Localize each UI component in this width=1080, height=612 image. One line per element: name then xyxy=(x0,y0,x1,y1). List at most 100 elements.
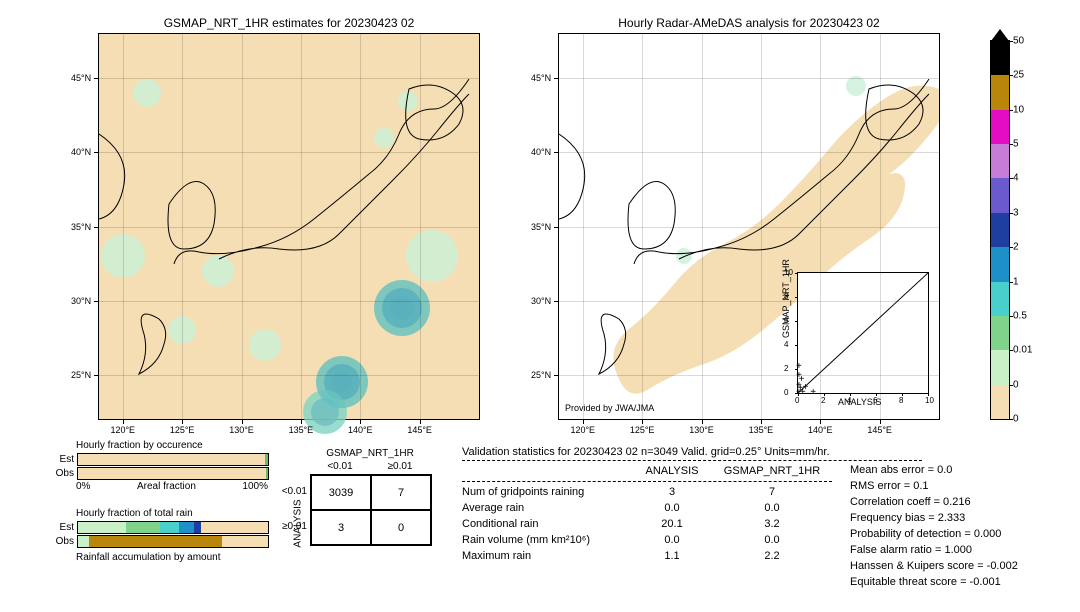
matrix-title: GSMAP_NRT_1HR xyxy=(310,448,430,459)
hbar-row-label: Obs xyxy=(48,468,77,479)
validation-val-gsmap: 0.0 xyxy=(712,502,832,514)
y-tick-label: 35°N xyxy=(531,222,551,232)
tick xyxy=(94,78,99,79)
validation-col2: GSMAP_NRT_1HR xyxy=(712,465,832,477)
colorbar-segment xyxy=(991,110,1009,144)
tick xyxy=(360,419,361,424)
scatter-xtick: 6 xyxy=(873,396,877,405)
hbar-accum-title: Rainfall accumulation by amount xyxy=(76,552,269,563)
validation-val-analysis: 3 xyxy=(632,486,712,498)
tick xyxy=(820,419,821,424)
stat-line: RMS error = 0.1 xyxy=(850,480,1070,492)
validation-val-analysis: 0.0 xyxy=(632,534,712,546)
colorbar: 502510543210.50.0100 xyxy=(990,40,1010,420)
provided-by-label: Provided by JWA/JMA xyxy=(565,403,654,413)
colorbar-label: 2 xyxy=(1013,242,1019,253)
matrix-cell-01: 7 xyxy=(371,475,431,510)
scatter-xtick: 8 xyxy=(899,396,903,405)
gridline-h xyxy=(99,227,479,228)
hbar-segment xyxy=(78,468,266,479)
hbar-row: Obs xyxy=(48,467,269,480)
scatter-ytick: 4 xyxy=(784,340,788,349)
scatter-ytick: 10 xyxy=(784,268,793,277)
right-map-panel: Hourly Radar-AMeDAS analysis for 2023042… xyxy=(558,33,940,420)
y-tick-label: 25°N xyxy=(71,370,91,380)
hbar-track xyxy=(77,535,269,548)
colorbar-segment xyxy=(991,213,1009,247)
tick xyxy=(123,419,124,424)
tick xyxy=(554,227,559,228)
validation-col1: ANALYSIS xyxy=(632,465,712,477)
tick xyxy=(880,419,881,424)
tick xyxy=(761,419,762,424)
y-tick-label: 40°N xyxy=(71,147,91,157)
hbar-axis-left: 0% xyxy=(76,481,90,492)
right-stats: Mean abs error = 0.0RMS error = 0.1Corre… xyxy=(850,460,1070,592)
stat-line: Hanssen & Kuipers score = -0.002 xyxy=(850,560,1070,572)
hbar-totalrain: Hourly fraction of total rain EstObs Rai… xyxy=(48,508,269,565)
stat-line: Probability of detection = 0.000 xyxy=(850,528,1070,540)
tick xyxy=(554,375,559,376)
matrix-cell-10: 3 xyxy=(311,510,371,545)
gridline-h xyxy=(559,227,939,228)
contingency-matrix: GSMAP_NRT_1HR <0.01 ≥0.01 <0.01 ≥0.01 30… xyxy=(280,448,432,546)
x-tick-label: 140°E xyxy=(348,425,373,435)
validation-val-gsmap: 7 xyxy=(712,486,832,498)
tick xyxy=(554,301,559,302)
tick xyxy=(554,78,559,79)
tick xyxy=(642,419,643,424)
matrix-colhead-0: <0.01 xyxy=(310,459,370,474)
hbar-row-label: Est xyxy=(48,454,77,465)
x-tick-label: 120°E xyxy=(570,425,595,435)
tick xyxy=(301,419,302,424)
colorbar-segment xyxy=(991,316,1009,350)
gridline-h xyxy=(559,375,939,376)
scatter-ytick: 0 xyxy=(784,388,788,397)
hbar-segment xyxy=(78,536,89,547)
validation-val-analysis: 1.1 xyxy=(632,550,712,562)
y-tick-label: 35°N xyxy=(71,222,91,232)
y-tick-label: 30°N xyxy=(71,296,91,306)
hbar-row-label: Obs xyxy=(48,536,77,547)
colorbar-segment xyxy=(991,75,1009,109)
colorbar-label: 25 xyxy=(1013,70,1024,81)
colorbar-label: 0.01 xyxy=(1013,345,1032,356)
tick xyxy=(583,419,584,424)
gridline-h xyxy=(559,152,939,153)
tick xyxy=(702,419,703,424)
tick xyxy=(182,419,183,424)
stat-line: Mean abs error = 0.0 xyxy=(850,464,1070,476)
validation-val-gsmap: 0.0 xyxy=(712,534,832,546)
x-tick-label: 125°E xyxy=(170,425,195,435)
colorbar-label: 0.5 xyxy=(1013,310,1027,321)
stat-line: Frequency bias = 2.333 xyxy=(850,512,1070,524)
gridline-h xyxy=(99,78,479,79)
tick xyxy=(94,301,99,302)
matrix-colhead-1: ≥0.01 xyxy=(370,459,430,474)
scatter-xtick: 4 xyxy=(847,396,851,405)
scatter-xtick: 2 xyxy=(821,396,825,405)
scatter-point: + xyxy=(796,365,802,369)
validation-row-label: Maximum rain xyxy=(462,550,632,562)
y-tick-label: 25°N xyxy=(531,370,551,380)
tick xyxy=(94,227,99,228)
validation-title: Validation statistics for 20230423 02 n=… xyxy=(462,446,922,458)
tick xyxy=(94,152,99,153)
colorbar-label: 1 xyxy=(1013,276,1019,287)
colorbar-label: 0 xyxy=(1013,414,1019,425)
gridline-h xyxy=(99,375,479,376)
gridline-h xyxy=(559,301,939,302)
hbar-row: Est xyxy=(48,453,269,466)
x-tick-label: 130°E xyxy=(229,425,254,435)
colorbar-arrow-icon xyxy=(991,29,1009,41)
colorbar-label: 4 xyxy=(1013,173,1019,184)
scatter-point: + xyxy=(810,391,816,395)
hbar-track xyxy=(77,453,269,466)
matrix-cell-11: 0 xyxy=(371,510,431,545)
gridline-h xyxy=(99,152,479,153)
x-tick-label: 120°E xyxy=(110,425,135,435)
hbar-row: Obs xyxy=(48,535,269,548)
validation-row-label: Conditional rain xyxy=(462,518,632,530)
scatter-ytick: 2 xyxy=(784,364,788,373)
validation-row-label: Average rain xyxy=(462,502,632,514)
